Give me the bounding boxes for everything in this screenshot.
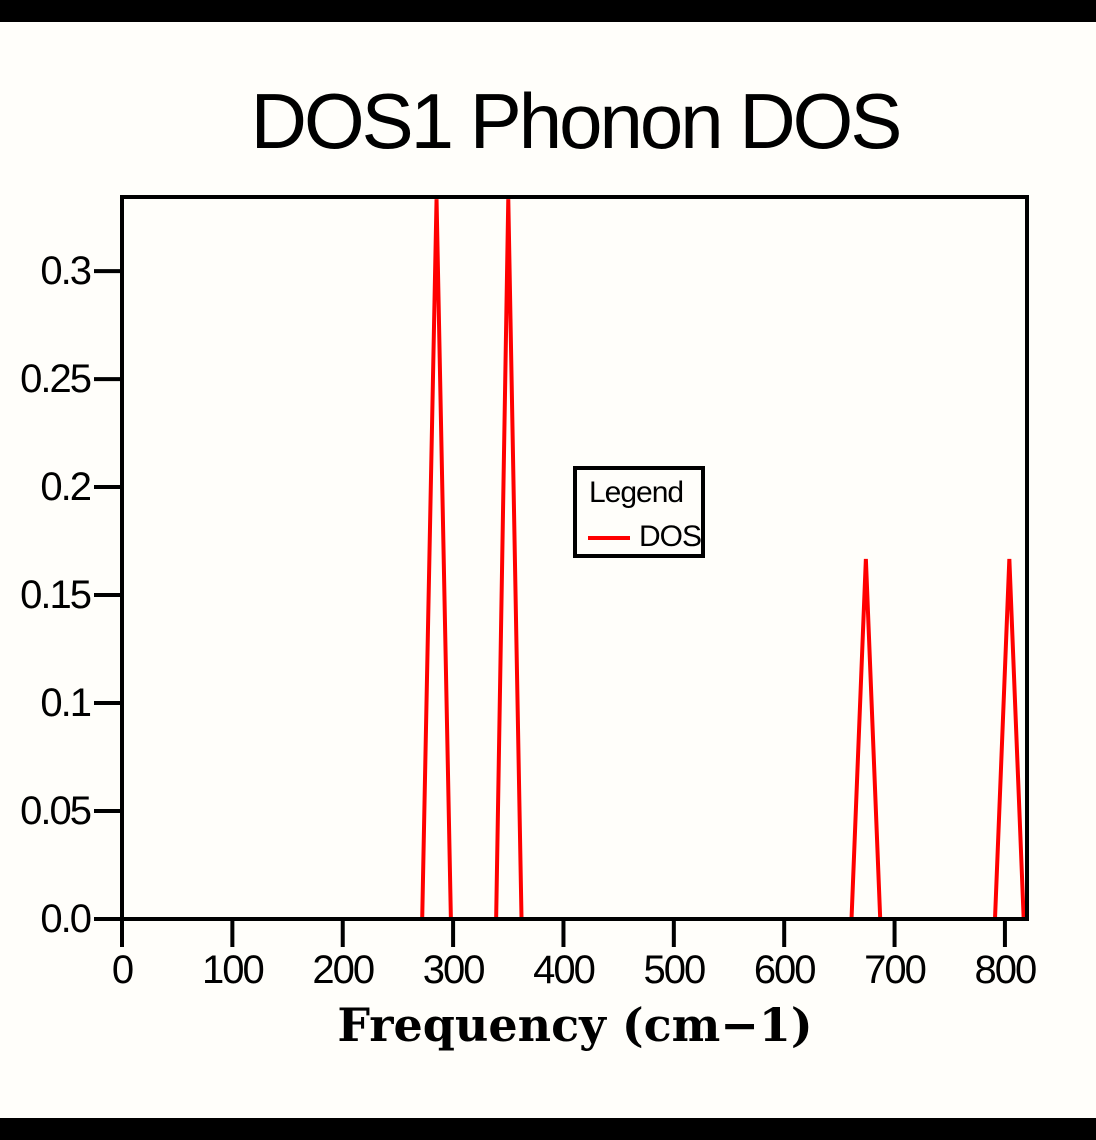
x-axis-label: Frequency (cm−1)	[337, 998, 813, 1052]
y-tick-label: 0.0	[40, 897, 92, 941]
dos-curve	[122, 199, 1027, 921]
x-tick-label: 200	[312, 948, 375, 992]
x-tick-label: 400	[533, 948, 596, 992]
legend-title: Legend	[589, 476, 684, 509]
legend-line-sample	[588, 536, 630, 540]
x-tick-label: 0	[111, 948, 134, 992]
y-tick-label: 0.05	[20, 789, 92, 833]
x-tick-label: 800	[974, 948, 1038, 992]
y-tick-label: 0.25	[20, 357, 92, 402]
top-black-bar	[0, 0, 1096, 22]
x-tick-label: 700	[864, 948, 927, 992]
legend-entry-label: DOS	[639, 520, 702, 553]
bottom-black-bar	[0, 1118, 1096, 1140]
y-tick-label: 0.3	[40, 249, 92, 294]
y-tick-label: 0.2	[40, 465, 92, 510]
legend-box: Legend DOS	[573, 466, 705, 558]
x-tick-label: 100	[201, 948, 265, 992]
x-tick-label: 500	[643, 948, 706, 992]
x-tick-label: 600	[753, 948, 817, 992]
y-tick-label: 0.1	[40, 681, 92, 726]
plot-border	[120, 195, 1029, 921]
y-tick-label: 0.15	[20, 573, 92, 618]
x-tick-label: 300	[422, 948, 486, 992]
chart-title: DOS1 Phonon DOS	[250, 77, 903, 165]
